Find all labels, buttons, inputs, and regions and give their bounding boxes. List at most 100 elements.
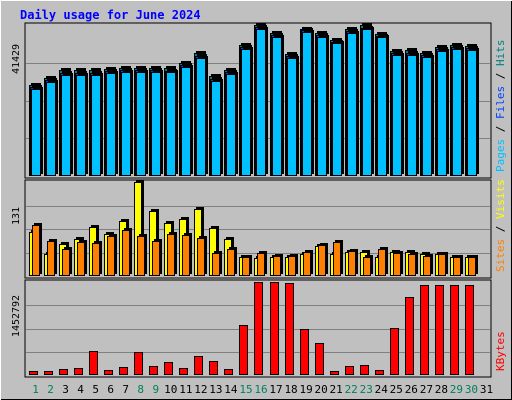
bar-visits-sites-day-3 <box>62 247 72 276</box>
bar-kbytes-kbytes-day-20 <box>315 343 324 375</box>
bar-kbytes-kbytes-day-5 <box>89 351 98 375</box>
bar-visits-sites-day-7 <box>122 228 132 276</box>
bar-hits-pages-day-15 <box>241 47 253 176</box>
bar-hits-pages-day-10 <box>166 70 178 176</box>
x-tick-label-day-6: 6 <box>107 383 114 396</box>
bar-kbytes-kbytes-day-14 <box>224 369 233 375</box>
chart-title: Daily usage for June 2024 <box>20 8 201 22</box>
x-tick-label-day-14: 14 <box>224 383 238 396</box>
legend-entry-visits: Visits <box>494 179 507 219</box>
panel-hits: 41429 Pages / Files / Hits <box>11 22 507 179</box>
x-tick-label-day-31: 31 <box>480 383 493 396</box>
bar-kbytes-kbytes-day-21 <box>330 371 339 375</box>
bar-visits-sites-day-19 <box>303 250 313 276</box>
x-tick-label-day-16: 16 <box>254 383 267 396</box>
bar-kbytes-kbytes-day-9 <box>149 366 158 375</box>
panel-kbytes: 1452792 KBytes <box>11 279 507 378</box>
bar-kbytes-kbytes-day-26 <box>405 297 414 375</box>
bar-kbytes-kbytes-day-19 <box>300 329 309 375</box>
y-max-label-kbytes: 1452792 <box>11 295 22 337</box>
x-tick-label-day-8: 8 <box>137 383 144 396</box>
bar-kbytes-kbytes-day-23 <box>360 365 369 375</box>
bar-hits-pages-day-29 <box>452 47 464 176</box>
bar-visits-sites-day-22 <box>348 249 358 276</box>
bar-kbytes-kbytes-day-25 <box>390 328 399 375</box>
bar-visits-sites-day-16 <box>257 251 267 276</box>
legend-separator: / <box>494 119 507 139</box>
bar-visits-sites-day-6 <box>107 234 117 276</box>
bar-visits-sites-day-24 <box>378 247 388 276</box>
bar-visits-sites-day-23 <box>363 255 373 276</box>
x-tick-label-day-9: 9 <box>152 383 159 396</box>
x-tick-label-day-19: 19 <box>299 383 312 396</box>
bar-kbytes-kbytes-day-1 <box>29 371 38 375</box>
bar-hits-pages-day-14 <box>226 72 238 176</box>
bar-hits-pages-day-5 <box>91 73 103 176</box>
legend-hits: Pages / Files / Hits <box>494 40 507 173</box>
bar-hits-pages-day-21 <box>332 41 344 176</box>
bar-visits-sites-day-14 <box>227 247 237 276</box>
bar-visits-sites-day-28 <box>438 252 448 276</box>
x-tick-label-day-23: 23 <box>360 383 373 396</box>
bar-kbytes-kbytes-day-16 <box>254 282 263 375</box>
x-tick-label-day-26: 26 <box>405 383 418 396</box>
x-tick-label-day-3: 3 <box>62 383 69 396</box>
bar-hits-pages-day-11 <box>181 65 193 176</box>
legend-entry-sites: Sites <box>494 239 507 272</box>
bar-visits-sites-day-5 <box>92 241 102 276</box>
bar-hits-pages-day-25 <box>392 53 404 176</box>
bar-visits-sites-day-2 <box>47 239 57 276</box>
bar-kbytes-kbytes-day-17 <box>270 282 279 375</box>
bar-visits-sites-day-9 <box>152 239 162 276</box>
x-tick-label-day-12: 12 <box>194 383 207 396</box>
y-max-label-visits: 131 <box>11 207 22 225</box>
bar-kbytes-kbytes-day-12 <box>194 356 203 375</box>
bar-hits-pages-day-20 <box>317 35 329 176</box>
x-tick-label-day-29: 29 <box>450 383 463 396</box>
bar-kbytes-kbytes-day-4 <box>74 368 83 375</box>
bar-visits-sites-day-29 <box>453 255 463 276</box>
bar-kbytes-kbytes-day-2 <box>44 371 53 375</box>
x-tick-label-day-28: 28 <box>435 383 448 396</box>
x-tick-label-day-5: 5 <box>92 383 99 396</box>
bar-visits-sites-day-25 <box>393 251 403 276</box>
bar-kbytes-kbytes-day-15 <box>239 325 248 375</box>
bar-kbytes-kbytes-day-29 <box>450 285 459 375</box>
x-tick-label-day-24: 24 <box>375 383 389 396</box>
bar-hits-pages-day-9 <box>151 70 163 176</box>
x-tick-label-day-18: 18 <box>284 383 297 396</box>
bar-visits-sites-day-27 <box>423 254 433 276</box>
bar-hits-pages-day-30 <box>467 48 479 176</box>
bar-visits-sites-day-17 <box>273 254 283 276</box>
bar-visits-sites-day-1 <box>32 223 42 276</box>
x-tick-label-day-25: 25 <box>390 383 403 396</box>
bar-visits-sites-day-4 <box>77 240 87 276</box>
x-tick-label-day-17: 17 <box>269 383 282 396</box>
bar-hits-pages-day-24 <box>377 35 389 176</box>
legend-separator: / <box>494 66 507 86</box>
bar-visits-sites-day-12 <box>197 236 207 276</box>
x-tick-label-day-4: 4 <box>77 383 84 396</box>
legend-entry-hits: Hits <box>494 40 507 67</box>
x-tick-label-day-15: 15 <box>239 383 252 396</box>
legend-separator: / <box>494 219 507 239</box>
bar-kbytes-kbytes-day-18 <box>285 283 294 375</box>
bar-kbytes-kbytes-day-28 <box>435 285 444 375</box>
bar-kbytes-kbytes-day-30 <box>465 285 474 375</box>
x-tick-label-day-1: 1 <box>32 383 39 396</box>
bar-visits-sites-day-8 <box>137 234 147 276</box>
bar-hits-pages-day-17 <box>272 35 284 176</box>
bar-visits-sites-day-30 <box>468 255 478 276</box>
x-tick-label-day-7: 7 <box>122 383 129 396</box>
bar-visits-sites-day-11 <box>182 233 192 276</box>
bar-kbytes-kbytes-day-13 <box>209 361 218 375</box>
bar-visits-sites-day-21 <box>333 240 343 276</box>
bar-visits-sites-day-20 <box>318 243 328 276</box>
bar-hits-pages-day-4 <box>76 73 88 176</box>
bar-hits-pages-day-23 <box>362 27 374 176</box>
bar-hits-pages-day-7 <box>121 70 133 176</box>
bar-kbytes-kbytes-day-6 <box>104 370 113 375</box>
bar-hits-pages-day-22 <box>347 31 359 176</box>
bar-visits-sites-day-10 <box>167 232 177 276</box>
bar-hits-pages-day-3 <box>61 73 73 176</box>
